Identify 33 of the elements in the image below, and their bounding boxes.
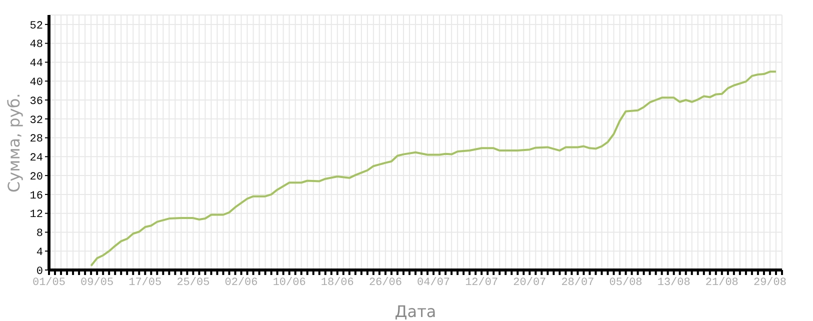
- line-series: [90, 70, 777, 267]
- x-tick-label: 25/05: [176, 276, 210, 289]
- x-tick-label: 12/07: [465, 276, 498, 289]
- x-tick-label: 13/08: [657, 276, 690, 289]
- y-tick-label: 4: [36, 247, 44, 260]
- y-tick-label: 48: [30, 39, 43, 52]
- y-tick-label: 8: [36, 228, 43, 240]
- y-tick-label: 40: [30, 77, 43, 90]
- x-tick-label: 21/08: [705, 276, 738, 289]
- y-tick-label: 24: [30, 152, 44, 165]
- x-tick-label: 20/07: [513, 276, 546, 289]
- x-tick-label: 09/05: [80, 276, 114, 289]
- y-tick-label: 32: [30, 114, 43, 127]
- y-tick-label: 0: [36, 266, 43, 278]
- x-tick-label: 26/06: [368, 276, 402, 289]
- x-tick-label: 04/07: [417, 276, 450, 289]
- y-tick-label: 44: [30, 58, 44, 70]
- y-axis-title: Сумма, руб.: [4, 93, 24, 192]
- y-tick-label: 52: [30, 20, 43, 32]
- x-tick-label: 01/05: [32, 276, 66, 289]
- x-tick-label: 02/06: [224, 276, 258, 289]
- x-tick-label: 28/07: [561, 276, 594, 289]
- x-tick-label: 10/06: [272, 276, 306, 289]
- x-tick-label: 29/08: [753, 276, 786, 289]
- y-tick-label: 12: [30, 209, 43, 222]
- y-tick-label: 20: [30, 171, 43, 184]
- x-tick-label: 18/06: [320, 276, 354, 289]
- y-tick-label: 36: [30, 96, 43, 108]
- y-tick-label: 16: [30, 190, 43, 202]
- x-tick-label: 17/05: [128, 276, 162, 289]
- x-axis-title: Дата: [394, 302, 436, 321]
- y-tick-label: 28: [30, 134, 43, 146]
- x-tick-label: 05/08: [609, 276, 642, 289]
